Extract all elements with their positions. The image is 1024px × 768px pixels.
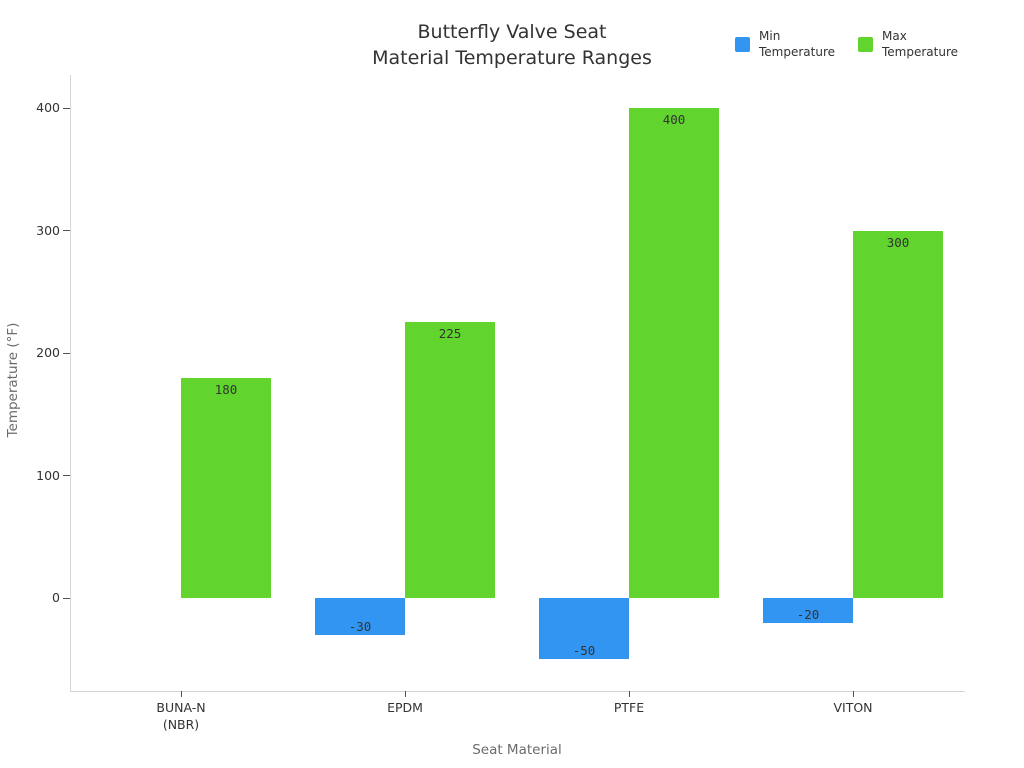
bar-label-max-epdm: 225 [438, 326, 462, 342]
bar-label-min-ptfe: -50 [572, 643, 596, 659]
chart-title-line2: Material Temperature Ranges [372, 47, 652, 69]
chart-title-line1: Butterfly Valve Seat [417, 21, 607, 43]
x-tick-mark-buna-n-nbr [180, 691, 182, 697]
y-tick-mark-0 [63, 597, 70, 599]
bar-label-max-buna-n: 180 [214, 381, 238, 397]
x-tick-label-line: EPDM [387, 700, 423, 715]
x-tick-mark-epdm [404, 691, 406, 697]
y-tick-label-200: 200 [36, 345, 60, 360]
x-axis-title: Seat Material [472, 742, 562, 758]
bar-min-epdm [315, 598, 405, 635]
y-tick-label-0: 0 [52, 590, 60, 605]
x-axis-line [70, 691, 965, 692]
x-tick-label-viton: VITON [783, 699, 923, 716]
bar-max-epdm [405, 322, 495, 598]
legend-swatch-min [735, 36, 750, 52]
y-tick-label-100: 100 [36, 467, 60, 483]
legend-label-min-line1: Min [759, 29, 781, 43]
legend-label-min-line2: Temperature [759, 45, 836, 59]
bar-label-max-ptfe: 400 [662, 112, 686, 127]
legend-item-max: Max Temperature [858, 28, 958, 60]
x-tick-label-ptfe: PTFE [559, 699, 699, 716]
x-tick-label-epdm: EPDM [335, 699, 475, 716]
y-tick-mark-200 [63, 352, 70, 354]
x-tick-label-line: PTFE [613, 700, 645, 715]
bar-max-ptfe [629, 108, 719, 598]
chart-title: Butterfly Valve Seat Material Temperatur… [0, 19, 1024, 71]
bar-min-ptfe [539, 598, 629, 660]
bar-label-min-epdm: -30 [348, 618, 372, 634]
legend-label-max-line1: Max [882, 29, 907, 43]
y-tick-mark-300 [63, 230, 70, 231]
bar-max-buna-n [181, 377, 271, 598]
bar-min-viton [763, 598, 853, 623]
y-tick-label-300: 300 [36, 222, 60, 238]
legend-item-min: Min Temperature [735, 28, 835, 60]
legend-swatch-max [858, 36, 873, 52]
bar-label-max-viton: 300 [886, 234, 910, 250]
x-tick-label-line: VITON [833, 700, 873, 715]
y-tick-label-400: 400 [36, 100, 60, 115]
y-tick-mark-100 [63, 475, 70, 476]
legend-label-max: Max Temperature [882, 28, 958, 60]
x-tick-mark-viton [852, 691, 854, 697]
legend-label-max-line2: Temperature [882, 45, 959, 59]
legend-label-min: Min Temperature [759, 28, 835, 60]
y-axis-line [70, 75, 71, 692]
bar-label-min-viton: -20 [796, 606, 820, 622]
bar-max-viton [853, 230, 943, 598]
x-tick-mark-ptfe [628, 691, 630, 697]
x-tick-label-buna-n-nbr: BUNA-N (NBR) [111, 699, 251, 733]
x-tick-label-line: (NBR) [162, 717, 200, 732]
y-tick-mark-400 [63, 107, 70, 109]
x-tick-label-line: BUNA-N [156, 700, 206, 715]
